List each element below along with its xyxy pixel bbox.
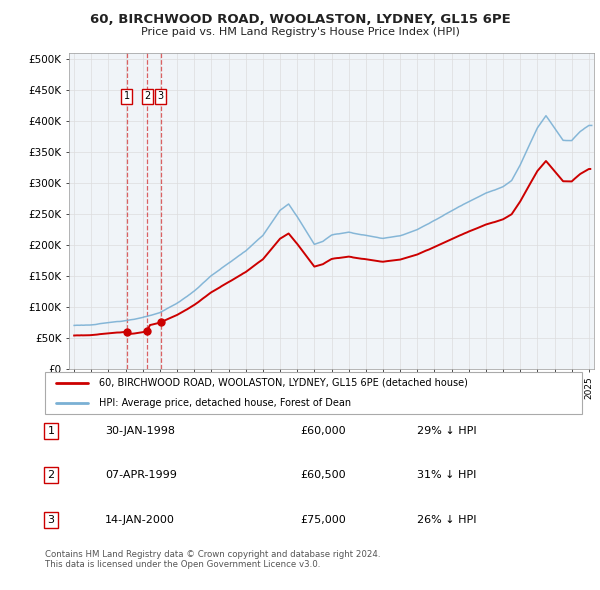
Text: 2: 2 [47,470,55,480]
Text: 3: 3 [47,516,55,525]
Text: 29% ↓ HPI: 29% ↓ HPI [417,426,476,435]
Text: 07-APR-1999: 07-APR-1999 [105,470,177,480]
Text: 26% ↓ HPI: 26% ↓ HPI [417,516,476,525]
Text: 1: 1 [124,91,130,101]
Text: 1: 1 [47,426,55,435]
Text: £75,000: £75,000 [300,516,346,525]
Text: 30-JAN-1998: 30-JAN-1998 [105,426,175,435]
Text: 31% ↓ HPI: 31% ↓ HPI [417,470,476,480]
Text: 3: 3 [158,91,164,101]
Text: HPI: Average price, detached house, Forest of Dean: HPI: Average price, detached house, Fore… [98,398,351,408]
Text: £60,000: £60,000 [300,426,346,435]
Text: 2: 2 [144,91,151,101]
Text: 60, BIRCHWOOD ROAD, WOOLASTON, LYDNEY, GL15 6PE: 60, BIRCHWOOD ROAD, WOOLASTON, LYDNEY, G… [89,13,511,26]
Text: 60, BIRCHWOOD ROAD, WOOLASTON, LYDNEY, GL15 6PE (detached house): 60, BIRCHWOOD ROAD, WOOLASTON, LYDNEY, G… [98,378,467,388]
Text: 14-JAN-2000: 14-JAN-2000 [105,516,175,525]
FancyBboxPatch shape [45,372,582,414]
Text: Price paid vs. HM Land Registry's House Price Index (HPI): Price paid vs. HM Land Registry's House … [140,27,460,37]
Text: Contains HM Land Registry data © Crown copyright and database right 2024.
This d: Contains HM Land Registry data © Crown c… [45,550,380,569]
Text: £60,500: £60,500 [300,470,346,480]
